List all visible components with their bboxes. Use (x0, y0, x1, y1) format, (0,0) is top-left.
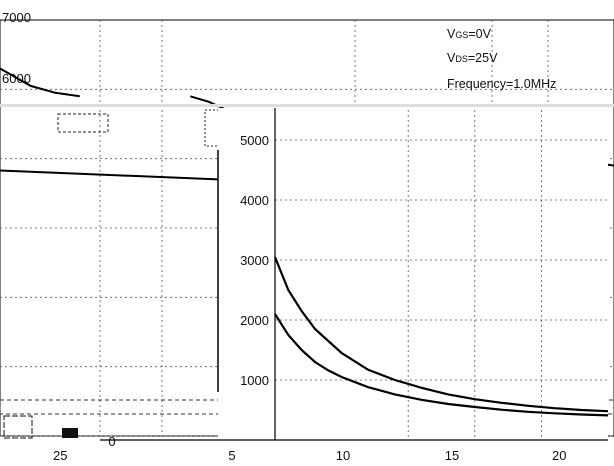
inset-y-tick-4000: 4000 (240, 193, 269, 208)
inset-background (218, 108, 608, 440)
vds-annotation: VDS=25V (447, 51, 498, 65)
inset-y-tick-5000: 5000 (240, 133, 269, 148)
frequency-annotation: Frequency=1.0MHz (447, 77, 556, 91)
artifact-strip-top (0, 104, 614, 107)
artifact-notch (62, 428, 78, 438)
inset-tick-labels: 5000 4000 3000 2000 1000 0 5 10 15 (108, 133, 459, 463)
inset-y-tick-2000: 2000 (240, 313, 269, 328)
outer-series-line-2 (0, 169, 222, 181)
inset-y-tick-3000: 3000 (240, 253, 269, 268)
inset-x-tick-15: 15 (445, 448, 459, 463)
inset-x-tick-5: 5 (228, 448, 235, 463)
vgs-value: =0V (468, 27, 491, 41)
inset-y-tick-1000: 1000 (240, 373, 269, 388)
artifact-bar-left (3, 415, 33, 439)
outer-x-tick-20: 20 (552, 448, 566, 463)
outer-y-tick-7000: 7000 (2, 10, 31, 25)
vgs-subscript: GS (455, 30, 468, 40)
vds-prefix: V (447, 51, 456, 65)
vds-subscript: DS (455, 54, 468, 64)
outer-series-line-0 (0, 67, 80, 98)
artifact-block-1 (57, 113, 109, 133)
vds-value: =25V (468, 51, 498, 65)
outer-x-tick-25: 25 (53, 448, 67, 463)
inset-series-line-1 (274, 313, 609, 417)
vgs-prefix: V (447, 27, 456, 41)
vgs-annotation: VGS=0V (447, 27, 492, 41)
inset-x-tick-10: 10 (336, 448, 350, 463)
inset-series-group (273, 256, 609, 417)
inset-series-line-0 (273, 256, 609, 413)
inset-x-tick-0: 0 (108, 434, 115, 449)
